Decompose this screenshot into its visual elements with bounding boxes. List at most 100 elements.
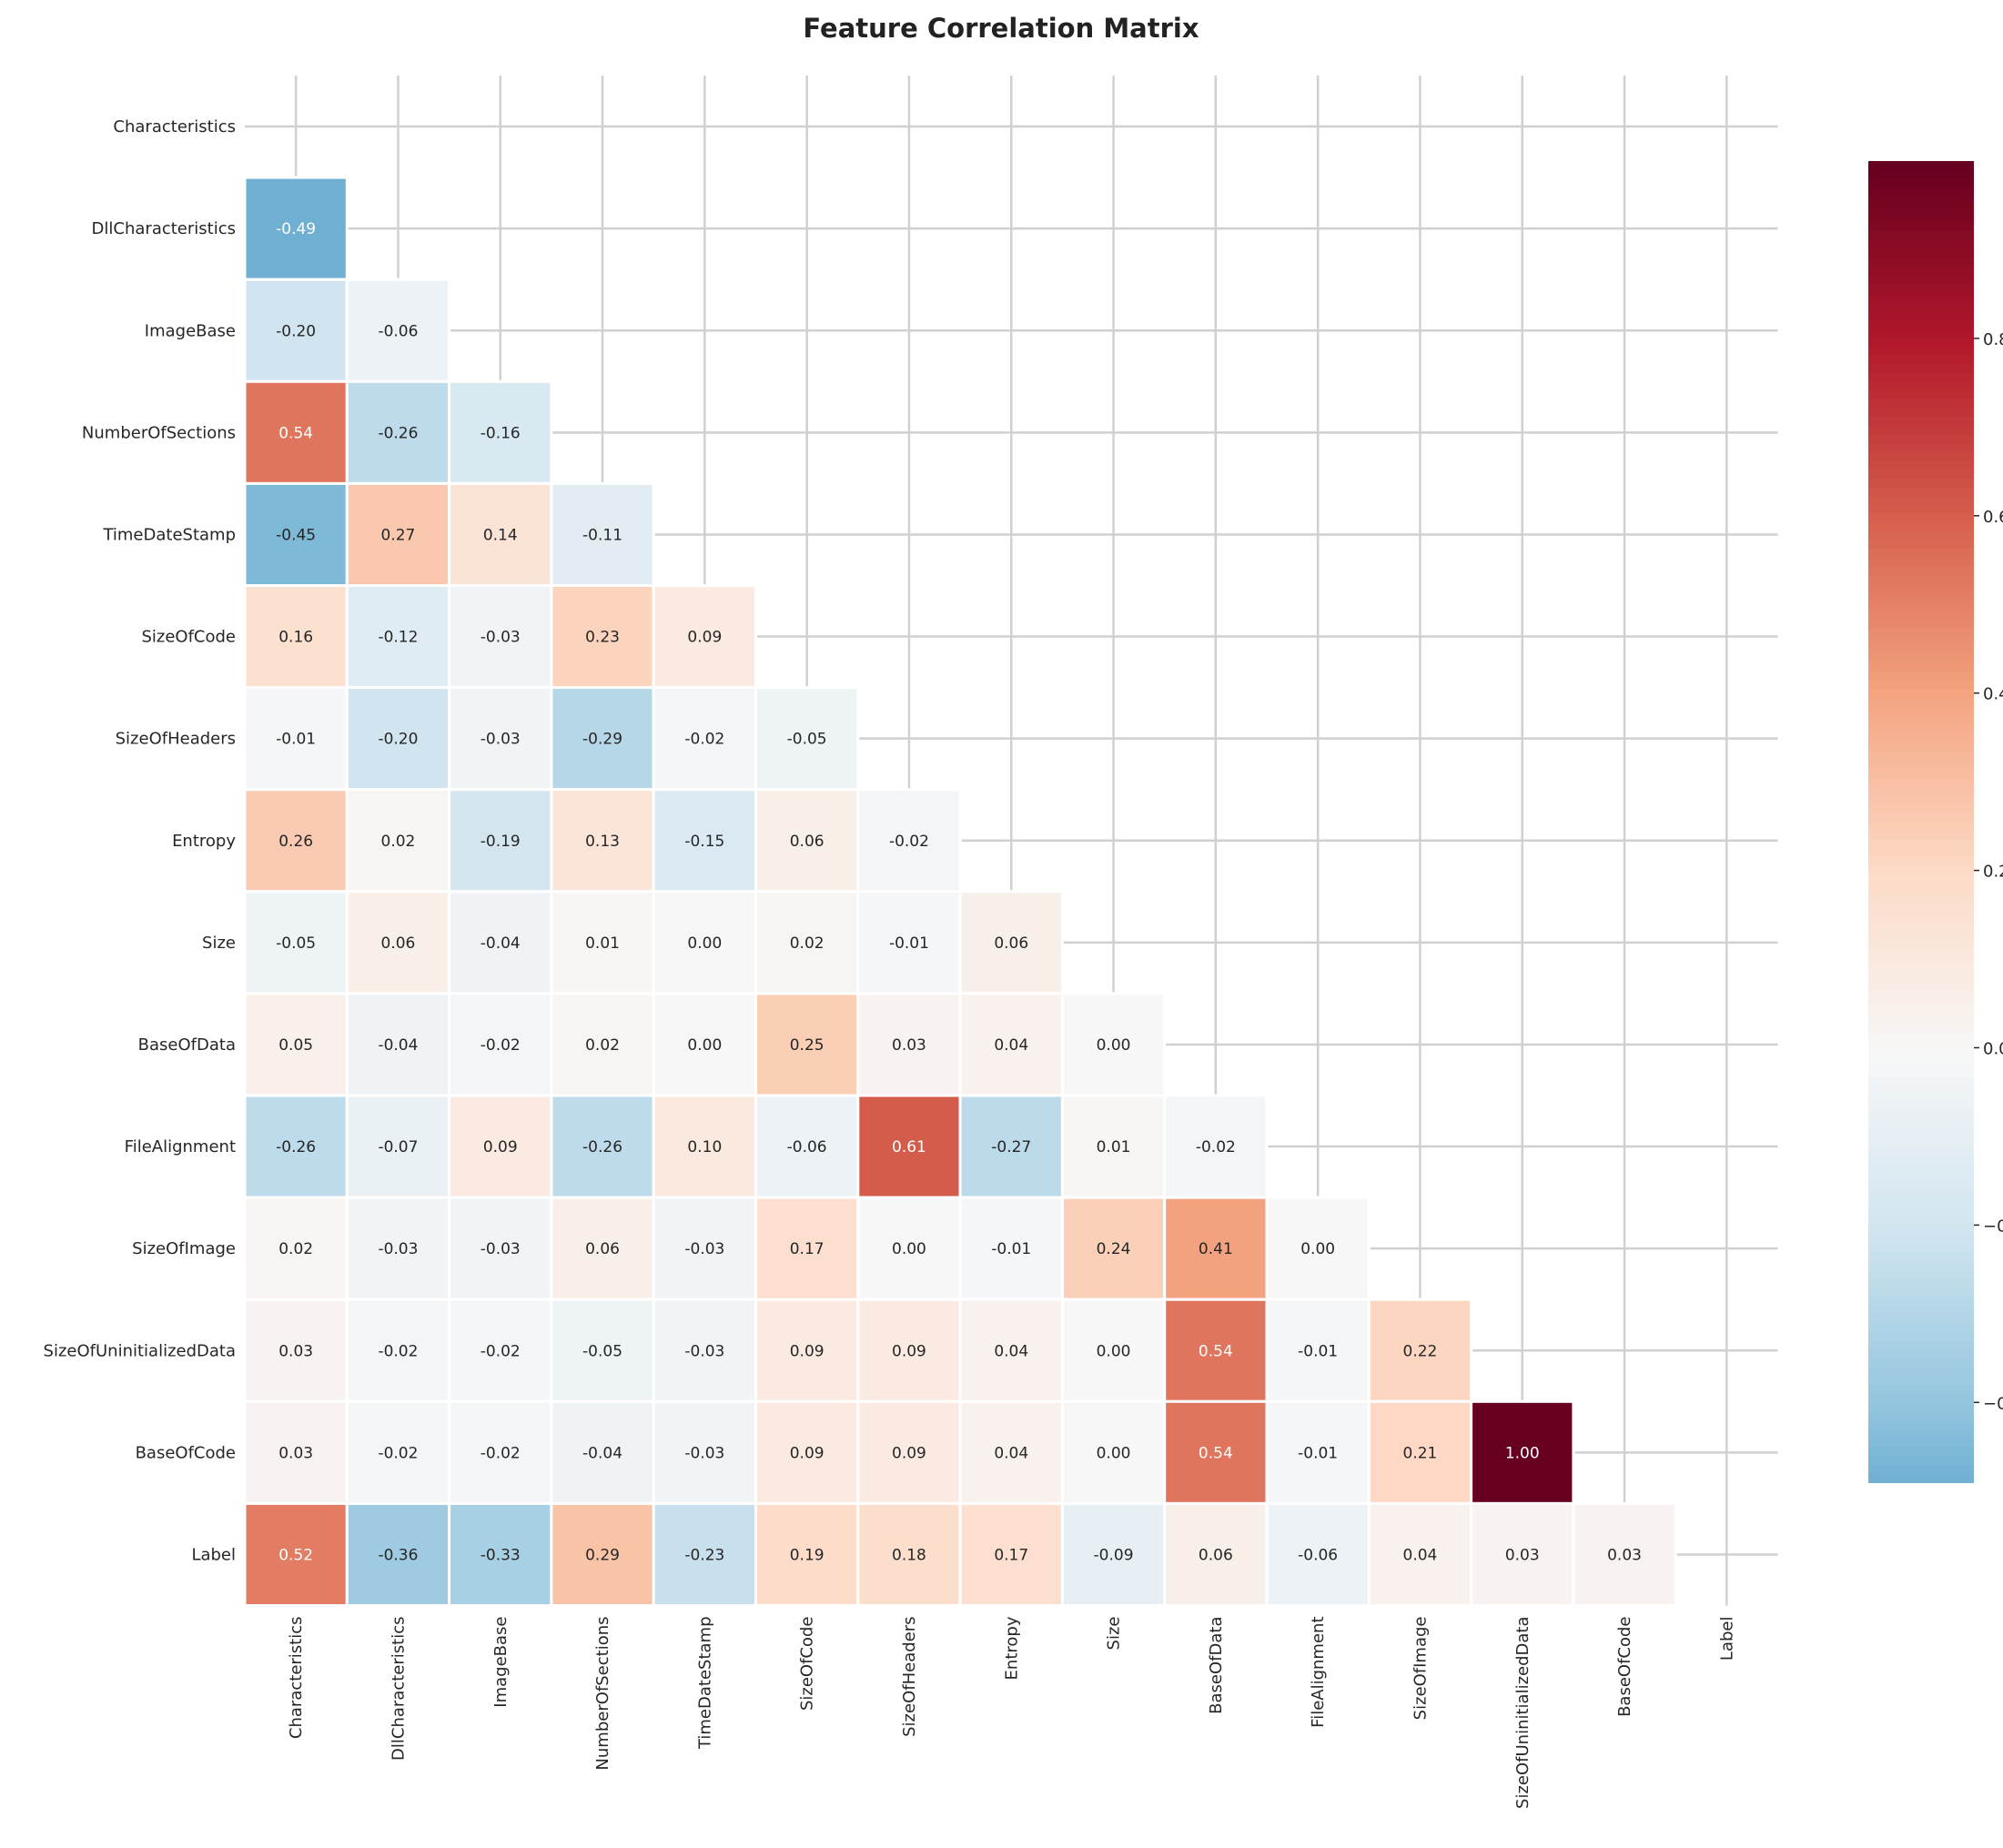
colorbar-segment xyxy=(1868,786,1974,796)
heatmap-cell xyxy=(550,1501,655,1608)
cell-value-label: 0.16 xyxy=(278,629,313,647)
cell-value-label: -0.01 xyxy=(1298,1444,1338,1462)
heatmap-cell xyxy=(345,788,451,894)
colorbar-segment xyxy=(1868,530,1974,541)
cell-value-label: 0.22 xyxy=(1403,1342,1438,1360)
y-tick-label: BaseOfData xyxy=(138,1035,236,1055)
colorbar-segment xyxy=(1868,1447,1974,1457)
heatmap-cell xyxy=(243,890,349,995)
cell-value-label: -0.26 xyxy=(582,1138,622,1156)
y-tick-label: DllCharacteristics xyxy=(92,219,236,238)
cell-value-label: 0.00 xyxy=(1097,1036,1131,1055)
colorbar-segment xyxy=(1868,1182,1974,1193)
y-tick-label: SizeOfHeaders xyxy=(116,730,236,749)
colorbar-segment xyxy=(1868,1033,1974,1043)
cell-value-label: 0.04 xyxy=(1403,1546,1438,1564)
cell-value-label: 0.41 xyxy=(1199,1240,1233,1258)
heatmap-cell xyxy=(1060,1399,1167,1505)
heatmap-cell xyxy=(652,1501,758,1608)
cell-value-label: 0.09 xyxy=(687,629,722,647)
heatmap-cell xyxy=(345,584,451,690)
cell-value-label: 0.04 xyxy=(994,1444,1028,1462)
y-tick-label: Entropy xyxy=(172,832,236,851)
colorbar-segment xyxy=(1868,751,1974,762)
heatmap-cell xyxy=(754,1094,860,1199)
colorbar-segment xyxy=(1868,822,1974,832)
heatmap-cell xyxy=(958,1399,1064,1505)
y-tick-label: ImageBase xyxy=(145,321,236,340)
y-tick-label: TimeDateStamp xyxy=(102,525,236,544)
cell-value-label: -0.06 xyxy=(787,1138,827,1156)
colorbar-segment xyxy=(1868,944,1974,955)
colorbar-segment xyxy=(1868,1121,1974,1131)
colorbar-segment xyxy=(1868,583,1974,594)
cell-value-label: 0.09 xyxy=(483,1138,518,1156)
colorbar-segment xyxy=(1868,513,1974,523)
colorbar-segment xyxy=(1868,389,1974,400)
heatmap-cell xyxy=(1470,1399,1575,1505)
colorbar-segment xyxy=(1868,161,1974,171)
cell-value-label: -0.15 xyxy=(684,833,724,851)
colorbar-segment xyxy=(1868,495,1974,506)
colorbar-segment xyxy=(1868,1156,1974,1166)
cell-value-label: 0.01 xyxy=(585,934,620,953)
colorbar-segment xyxy=(1868,1059,1974,1070)
colorbar-segment xyxy=(1868,293,1974,303)
cell-value-label: -0.20 xyxy=(276,322,316,340)
colorbar-segment xyxy=(1868,636,1974,647)
colorbar-segment xyxy=(1868,962,1974,973)
colorbar-segment xyxy=(1868,1341,1974,1351)
heatmap-cell xyxy=(345,481,451,588)
colorbar-segment xyxy=(1868,399,1974,409)
colorbar-segment xyxy=(1868,1006,1974,1016)
heatmap-cell xyxy=(448,992,553,1097)
heatmap-cell xyxy=(856,1501,962,1608)
x-tick-label: BaseOfData xyxy=(1207,1617,1226,1714)
x-tick-label: DllCharacteristics xyxy=(389,1617,408,1761)
colorbar-segment xyxy=(1868,733,1974,743)
heatmap-cell xyxy=(1265,1196,1371,1301)
colorbar-segment xyxy=(1868,592,1974,602)
heatmap-cell xyxy=(345,379,451,485)
heatmap-cell xyxy=(1265,1501,1371,1608)
x-tick-label: NumberOfSections xyxy=(593,1617,612,1771)
colorbar-segment xyxy=(1868,760,1974,770)
colorbar-segment xyxy=(1868,1015,1974,1025)
cell-value-label: -0.02 xyxy=(889,833,929,851)
cell-value-label: -0.16 xyxy=(481,424,521,442)
colorbar-segment xyxy=(1868,442,1974,453)
heatmap-cell xyxy=(448,1094,553,1199)
heatmap-cell xyxy=(243,1501,349,1608)
heatmap-cell xyxy=(856,1196,962,1301)
colorbar-segment xyxy=(1868,1200,1974,1210)
cell-value-label: 0.00 xyxy=(892,1240,926,1258)
y-tick-label: Characteristics xyxy=(113,117,236,136)
colorbar-segment xyxy=(1868,848,1974,858)
cell-value-label: -0.06 xyxy=(1298,1546,1338,1564)
colorbar-segment xyxy=(1868,1244,1974,1255)
cell-value-label: -0.03 xyxy=(481,629,521,647)
colorbar-segment xyxy=(1868,1262,1974,1272)
colorbar-segment xyxy=(1868,1086,1974,1096)
colorbar-segment xyxy=(1868,988,1974,999)
cell-value-label: -0.02 xyxy=(481,1036,521,1055)
cell-value-label: -0.04 xyxy=(378,1036,418,1055)
colorbar-segment xyxy=(1868,1279,1974,1290)
colorbar-segment xyxy=(1868,434,1974,444)
cell-value-label: 0.13 xyxy=(585,833,620,851)
cell-value-label: -0.02 xyxy=(684,731,724,749)
cell-value-label: -0.11 xyxy=(582,526,622,544)
cell-value-label: 0.00 xyxy=(687,1036,722,1055)
colorbar-segment xyxy=(1868,1385,1974,1396)
heatmap-cell xyxy=(754,1196,860,1301)
colorbar-segment xyxy=(1868,954,1974,964)
y-axis-labels: Characteristics DllCharacteristics ImageBa… xyxy=(44,117,237,1564)
colorbar-segment xyxy=(1868,1464,1974,1475)
heatmap-cell xyxy=(1367,1298,1473,1403)
colorbar-segment xyxy=(1868,214,1974,224)
cell-value-label: 0.06 xyxy=(585,1240,620,1258)
colorbar-segment xyxy=(1868,1024,1974,1035)
colorbar-segment xyxy=(1868,460,1974,470)
colorbar-segment xyxy=(1868,196,1974,207)
y-tick-label: Size xyxy=(202,934,236,953)
